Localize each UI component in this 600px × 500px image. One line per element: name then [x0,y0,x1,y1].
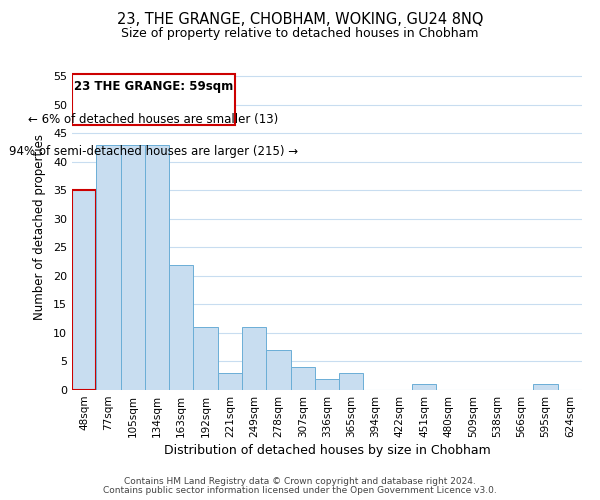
Bar [412,384,436,390]
Bar [218,373,242,390]
Bar [169,264,193,390]
Bar [339,373,364,390]
Text: 23, THE GRANGE, CHOBHAM, WOKING, GU24 8NQ: 23, THE GRANGE, CHOBHAM, WOKING, GU24 8N… [117,12,483,28]
Text: Contains HM Land Registry data © Crown copyright and database right 2024.: Contains HM Land Registry data © Crown c… [124,477,476,486]
Text: Contains public sector information licensed under the Open Government Licence v3: Contains public sector information licen… [103,486,497,495]
FancyBboxPatch shape [72,74,235,125]
Bar [290,367,315,390]
Text: 94% of semi-detached houses are larger (215) →: 94% of semi-detached houses are larger (… [9,145,298,158]
Bar [266,350,290,390]
Text: ← 6% of detached houses are smaller (13): ← 6% of detached houses are smaller (13) [28,112,278,126]
Text: 23 THE GRANGE: 59sqm: 23 THE GRANGE: 59sqm [74,80,233,93]
Bar [96,145,121,390]
X-axis label: Distribution of detached houses by size in Chobham: Distribution of detached houses by size … [164,444,490,457]
Bar [145,145,169,390]
Bar [72,190,96,390]
Bar [193,328,218,390]
Bar [121,145,145,390]
Bar [533,384,558,390]
Bar [315,378,339,390]
Y-axis label: Number of detached properties: Number of detached properties [33,134,46,320]
Bar [242,328,266,390]
Text: Size of property relative to detached houses in Chobham: Size of property relative to detached ho… [121,28,479,40]
